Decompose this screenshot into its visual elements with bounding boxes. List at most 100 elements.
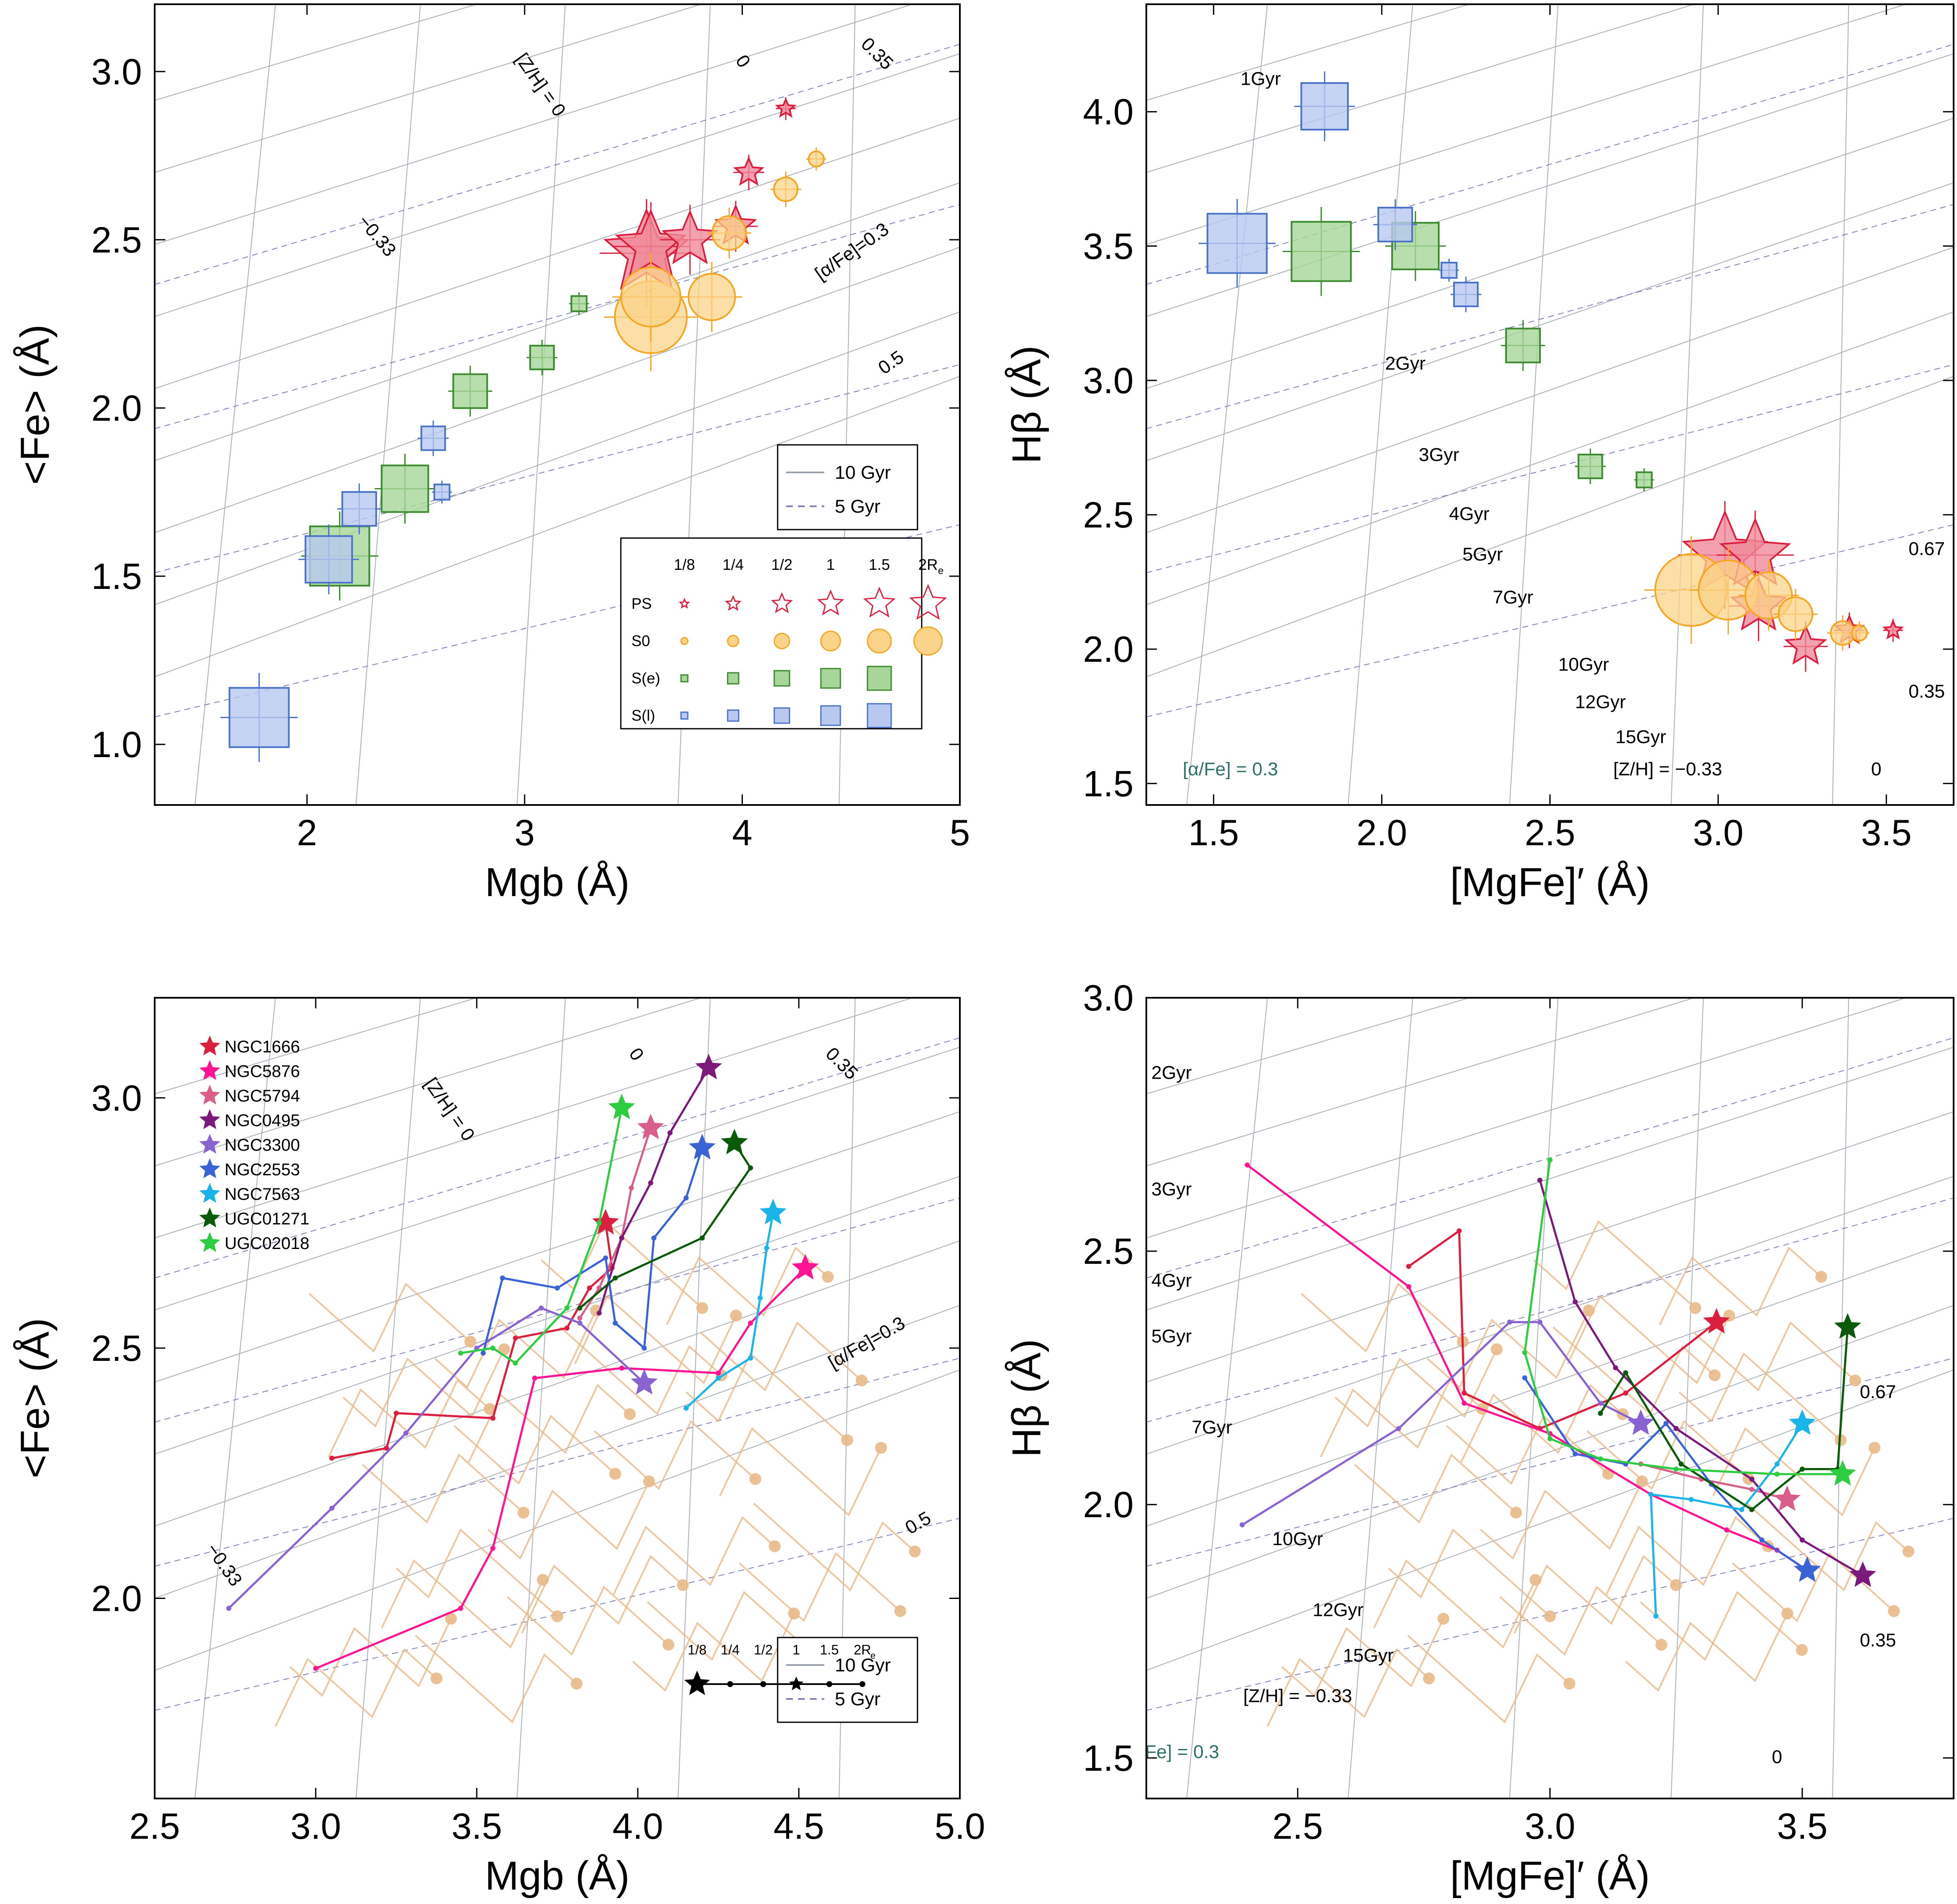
series-point-UGC02018 <box>1673 1466 1679 1472</box>
series-point-NGC2553 <box>500 1275 505 1281</box>
model-grid-line <box>155 4 914 245</box>
model-grid-line <box>1509 4 1559 805</box>
galaxy-legend-label: NGC1666 <box>225 1038 300 1056</box>
x-tick-label: 3.5 <box>1861 813 1912 853</box>
series-point-NGC5876 <box>619 1366 624 1371</box>
plot-frame <box>154 3 961 806</box>
series-point-NGC0495 <box>1613 1365 1618 1371</box>
marker-legend-circle <box>867 628 892 654</box>
background-galaxy-line <box>1659 1246 1822 1325</box>
series-point-NGC7563 <box>1653 1613 1659 1619</box>
model-grid-line <box>155 1046 960 1311</box>
marker-legend: 1/8 1/4 1/2 1 1.5 2R e PS S0 S(e) S(l) <box>620 537 947 730</box>
background-galaxy-dot <box>730 1310 742 1322</box>
annotation: 5Gyr <box>1462 544 1503 565</box>
galaxy-legend-star <box>199 1085 220 1105</box>
galaxy-legend-star <box>199 1060 220 1080</box>
background-galaxy-dot <box>445 1613 457 1625</box>
model-grid-line <box>155 998 703 1166</box>
background-galaxy-line <box>594 1420 756 1490</box>
model-grid-dashed-line <box>1146 1357 1954 1567</box>
background-galaxy-line <box>487 1481 650 1560</box>
series-point-NGC7563 <box>1648 1492 1654 1497</box>
model-grid-line <box>1146 998 1696 1166</box>
marker-square-S(l) <box>1377 207 1413 243</box>
y-axis-label: Hβ (Å) <box>1004 345 1049 464</box>
model-grid-line <box>1832 4 1849 805</box>
model-grid-line <box>155 4 478 101</box>
annotation: 0 <box>1772 1746 1782 1767</box>
background-galaxy-dot <box>1689 1302 1701 1314</box>
x-tick-label: 3.0 <box>290 1806 341 1847</box>
series-point-NGC3300 <box>1507 1319 1512 1325</box>
marker-square-S(l) <box>1300 82 1349 131</box>
background-galaxy-line <box>415 1635 577 1724</box>
marker-legend-radius: 1/4 <box>723 556 744 573</box>
background-galaxy-line <box>1586 1420 1749 1490</box>
series-point-UGC01271 <box>748 1165 753 1171</box>
series-point-UGC01271 <box>1679 1461 1684 1467</box>
x-tick-label: 4.0 <box>612 1806 663 1847</box>
background-galaxy-line <box>468 1384 631 1463</box>
y-tick-label: 1.5 <box>1083 763 1134 804</box>
series-point-NGC2553 <box>1663 1421 1669 1426</box>
model-grid-line <box>155 182 960 461</box>
background-galaxy-line <box>1533 1220 1696 1309</box>
x-tick-label: 5 <box>950 813 970 853</box>
series-point-UGC02018 <box>490 1345 495 1351</box>
marker-legend-star <box>817 589 845 616</box>
x-tick-label: 3.0 <box>1525 1806 1576 1847</box>
galaxy-legend-star <box>199 1183 220 1203</box>
series-point-NGC1666 <box>329 1455 334 1461</box>
series-point-NGC2553 <box>555 1285 560 1291</box>
series-point-UGC02018 <box>1547 1436 1553 1441</box>
background-galaxy-line <box>395 1528 558 1617</box>
background-galaxy-line <box>1407 1635 1570 1724</box>
marker-square-S(l) <box>420 425 446 451</box>
y-tick-label: 2.5 <box>1083 495 1134 536</box>
annotation: 0.67 <box>1860 1382 1896 1402</box>
annotation: 7Gyr <box>1192 1417 1232 1438</box>
marker-legend-circle <box>727 635 739 647</box>
series-line-NGC3300 <box>1241 1321 1641 1526</box>
annotation: [Z/H] = 0 <box>511 50 570 120</box>
marker-legend-row-label: S(e) <box>631 669 660 687</box>
plot-frame <box>1145 3 1954 806</box>
line-legend-label: 10 Gyr <box>835 462 891 483</box>
series-line-NGC3300 <box>228 1307 645 1609</box>
series-point-UGC01271 <box>612 1275 618 1281</box>
y-axis-label: Hβ (Å) <box>1004 1339 1049 1457</box>
marker-square-S(l) <box>341 491 377 527</box>
marker-legend-square <box>727 709 739 722</box>
background-galaxy-dot <box>1510 1507 1522 1519</box>
series-point-NGC0495 <box>1573 1299 1578 1304</box>
model-grid-line <box>1348 4 1413 805</box>
background-galaxy-dot <box>822 1271 834 1283</box>
marker-legend-square <box>867 703 892 728</box>
x-tick-label: 2.5 <box>1272 1806 1323 1847</box>
model-grid-line <box>1146 4 1471 101</box>
background-galaxy-line <box>1446 1415 1609 1485</box>
background-galaxy-dot <box>1655 1639 1668 1651</box>
marker-legend-radius: 2R <box>918 556 938 573</box>
background-galaxy-line <box>666 1246 828 1325</box>
y-tick-label: 2.0 <box>91 388 142 429</box>
annotation: 7Gyr <box>1493 587 1533 608</box>
x-tick-label: 2.5 <box>129 1806 180 1847</box>
series-point-NGC1666 <box>1406 1263 1412 1269</box>
series-point-NGC1666 <box>513 1335 518 1341</box>
background-galaxy-dot <box>1796 1644 1808 1656</box>
marker-square-S(l) <box>1440 261 1458 279</box>
background-galaxy-dot <box>431 1672 442 1685</box>
background-galaxy-dot <box>1868 1442 1881 1454</box>
x-tick-label: 5.0 <box>934 1806 985 1847</box>
background-galaxy-dot <box>696 1302 708 1314</box>
background-galaxy-dot <box>894 1605 906 1617</box>
background-galaxy-dot <box>609 1468 621 1480</box>
series-point-NGC5794 <box>628 1185 634 1191</box>
annotation: [α/Fe] = 0.3 <box>1124 1741 1219 1762</box>
background-galaxy-line <box>1513 1555 1677 1634</box>
background-galaxy-dot <box>1902 1545 1915 1557</box>
galaxy-legend-label: NGC7563 <box>225 1185 300 1204</box>
series-point-NGC0495 <box>1749 1477 1754 1482</box>
